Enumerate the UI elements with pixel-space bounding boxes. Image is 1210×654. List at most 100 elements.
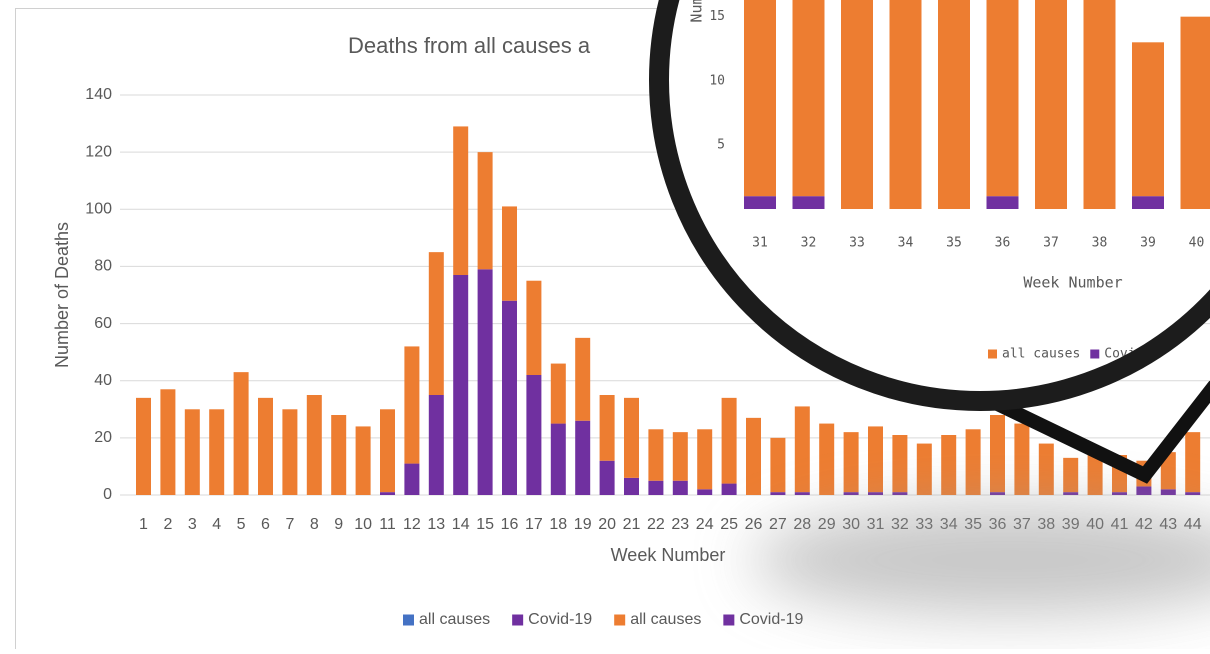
bar-segment	[1112, 492, 1127, 495]
bar-segment	[917, 444, 932, 495]
bar-segment	[892, 435, 907, 492]
bar-segment	[234, 372, 249, 495]
bar-segment	[1084, 0, 1116, 209]
bar-segment	[819, 424, 834, 495]
x-tick-label: 12	[403, 516, 421, 533]
y-tick-label: 120	[85, 143, 112, 160]
bar-segment	[429, 395, 444, 495]
x-tick-label: 22	[647, 516, 665, 533]
bar-segment	[478, 269, 493, 495]
bar-segment	[380, 492, 395, 495]
y-tick-label: 60	[94, 315, 112, 332]
x-tick-label: 21	[623, 516, 641, 533]
bar-segment	[282, 409, 297, 495]
bar-segment	[1063, 492, 1078, 495]
x-tick-label: 36	[995, 236, 1011, 251]
x-tick-label: 8	[310, 516, 319, 533]
x-tick-label: 20	[598, 516, 616, 533]
x-tick-label: 2	[163, 516, 172, 533]
bar-segment	[1161, 489, 1176, 495]
bar-segment	[648, 481, 663, 495]
bar-segment	[1132, 196, 1164, 209]
x-tick-label: 32	[801, 236, 817, 251]
x-tick-label: 23	[671, 516, 689, 533]
x-tick-label: 10	[354, 516, 372, 533]
x-tick-label: 35	[946, 236, 962, 251]
bar-segment	[892, 492, 907, 495]
x-tick-label: 6	[261, 516, 270, 533]
y-tick-label: 100	[85, 201, 112, 218]
bar-segment	[770, 438, 785, 492]
bar-segment	[380, 409, 395, 492]
x-tick-label: 27	[769, 516, 787, 533]
bar-segment	[331, 415, 346, 495]
bar-segment	[575, 338, 590, 421]
bar-segment	[966, 429, 981, 495]
x-tick-label: 5	[237, 516, 246, 533]
bar-segment	[624, 478, 639, 495]
x-tick-label: 15	[476, 516, 494, 533]
bar-segment	[1014, 424, 1029, 495]
x-tick-label: 1	[139, 516, 148, 533]
bar-segment	[1132, 42, 1164, 196]
bar-segment	[844, 492, 859, 495]
x-tick-label: 11	[379, 516, 396, 533]
bar-segment	[185, 409, 200, 495]
x-tick-label: 19	[574, 516, 592, 533]
x-tick-label: 39	[1140, 236, 1156, 251]
x-tick-label: 7	[285, 516, 294, 533]
bar-segment	[697, 489, 712, 495]
x-tick-label: 31	[752, 236, 768, 251]
bar-segment	[453, 275, 468, 495]
bar-segment	[1039, 444, 1054, 495]
bar-segment	[209, 409, 224, 495]
x-tick-label: 24	[696, 516, 714, 533]
x-tick-label: 16	[501, 516, 519, 533]
bar-segment	[404, 346, 419, 463]
bar-segment	[1181, 17, 1210, 209]
y-axis-label: Number of Deaths	[52, 222, 72, 368]
x-tick-label: 3	[188, 516, 197, 533]
bar-segment	[722, 398, 737, 484]
bar-segment	[697, 429, 712, 489]
legend-swatch	[1090, 350, 1099, 359]
legend-label: all causes	[1002, 347, 1080, 362]
bar-segment	[1136, 486, 1151, 495]
bar-segment	[793, 196, 825, 209]
bar-segment	[746, 418, 761, 495]
y-tick-label: 140	[85, 86, 112, 103]
legend-label: all causes	[419, 611, 490, 628]
legend-label: Covid-19	[739, 611, 803, 628]
x-tick-label: 25	[720, 516, 738, 533]
bar-segment	[502, 301, 517, 495]
bar-segment	[502, 206, 517, 300]
y-tick-label: 5	[717, 137, 725, 152]
bar-segment	[1063, 458, 1078, 492]
y-tick-label: 80	[94, 258, 112, 275]
x-tick-label: 13	[427, 516, 445, 533]
bar-segment	[890, 0, 922, 209]
y-axis-label: Numbe	[688, 0, 706, 23]
legend-swatch	[988, 350, 997, 359]
bar-segment	[429, 252, 444, 395]
legend-label: Covid-19	[528, 611, 592, 628]
bar-segment	[990, 415, 1005, 492]
y-tick-label: 15	[709, 9, 725, 24]
x-tick-label: 40	[1189, 236, 1205, 251]
y-tick-label: 40	[94, 372, 112, 389]
bar-segment	[938, 0, 970, 209]
bar-segment	[868, 492, 883, 495]
bar-segment	[987, 196, 1019, 209]
x-tick-label: 34	[898, 236, 914, 251]
bar-segment	[575, 421, 590, 495]
legend-label: all causes	[630, 611, 701, 628]
y-tick-label: 0	[103, 486, 112, 503]
x-tick-label: 26	[745, 516, 763, 533]
bar-segment	[844, 432, 859, 492]
x-tick-label: 18	[549, 516, 567, 533]
bar-segment	[526, 375, 541, 495]
bar-segment	[793, 0, 825, 196]
legend-swatch	[403, 615, 414, 626]
bar-segment	[795, 492, 810, 495]
